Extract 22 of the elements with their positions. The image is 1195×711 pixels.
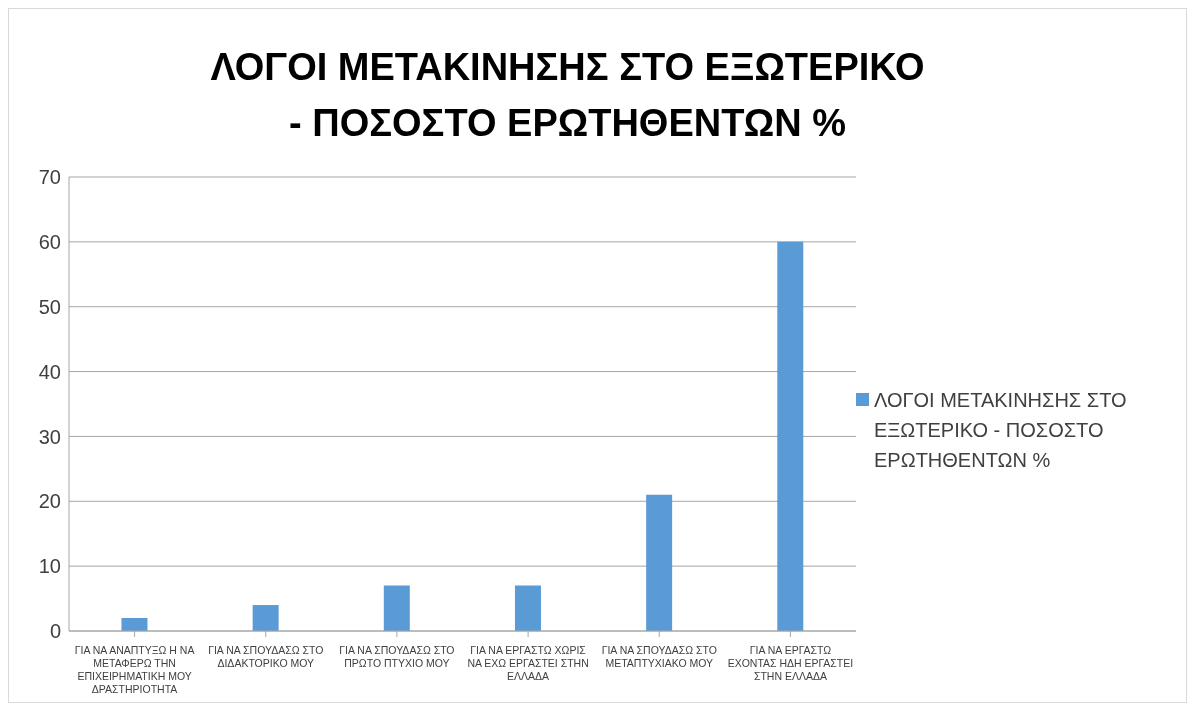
y-tick-label: 40 — [38, 360, 61, 383]
bar — [383, 585, 410, 631]
bar — [252, 605, 279, 631]
chart-title: ΛΟΓΟΙ ΜΕΤΑΚΙΝΗΣΗΣ ΣΤΟ ΕΞΩΤΕΡΙΚΟ - ΠΟΣΟΣΤΟ ΕΡΩΤΗΘΕΝΤΩΝ % — [209, 45, 926, 146]
y-tick-label: 0 — [49, 620, 61, 643]
y-tick-label: 50 — [38, 295, 61, 318]
legend-label: ΛΟΓΟΙ ΜΕΤΑΚΙΝΗΣΗΣ ΣΤΟ ΕΞΩΤΕΡΙΚΟ - ΠΟΣΟΣΤΟ ΕΡΩΤΗΘΕΝΤΩΝ % — [874, 388, 1128, 473]
y-tick-label: 10 — [38, 555, 61, 578]
bar — [121, 618, 148, 631]
bar — [646, 494, 673, 631]
y-tick-label: 20 — [38, 490, 61, 513]
y-tick-label: 70 — [38, 166, 61, 189]
bar — [777, 241, 804, 631]
x-tick-label: ΓΙΑ ΝΑ ΣΠΟΥΔΑΣΩ ΣΤΟ ΠΡΩΤΟ ΠΤΥΧΙΟ ΜΟΥ — [339, 644, 455, 669]
x-tick-label: ΓΙΑ ΝΑ ΣΠΟΥΔΑΣΩ ΣΤΟ ΜΕΤΑΠΤΥΧΙΑΚΟ ΜΟΥ — [601, 644, 717, 669]
bar — [514, 585, 541, 631]
x-tick-label: ΓΙΑ ΝΑ ΣΠΟΥΔΑΣΩ ΣΤΟ ΔΙΔΑΚΤΟΡΙΚΟ ΜΟΥ — [208, 644, 324, 669]
x-tick-label: ΓΙΑ ΝΑ ΑΝΑΠΤΥΞΩ Η ΝΑ ΜΕΤΑΦΕΡΩ ΤΗΝ ΕΠΙΧΕΙΡΗΜΑΤΙΚΗ ΜΟΥ ΔΡΑΣΤΗΡΙΟΤΗΤΑ — [74, 644, 195, 695]
x-tick-label: ΓΙΑ ΝΑ ΕΡΓΑΣΤΩ ΧΩΡΙΣ ΝΑ ΕΧΩ ΕΡΓΑΣΤΕΙ ΣΤΗΝ ΕΛΛΑΔΑ — [467, 644, 589, 682]
y-tick-label: 60 — [38, 230, 61, 253]
x-tick-label: ΓΙΑ ΝΑ ΕΡΓΑΣΤΩ ΕΧΟΝΤΑΣ ΗΔΗ ΕΡΓΑΣΤΕΙ ΣΤΗΝ ΕΛΛΑΔΑ — [727, 644, 854, 682]
y-tick-label: 30 — [38, 425, 61, 448]
